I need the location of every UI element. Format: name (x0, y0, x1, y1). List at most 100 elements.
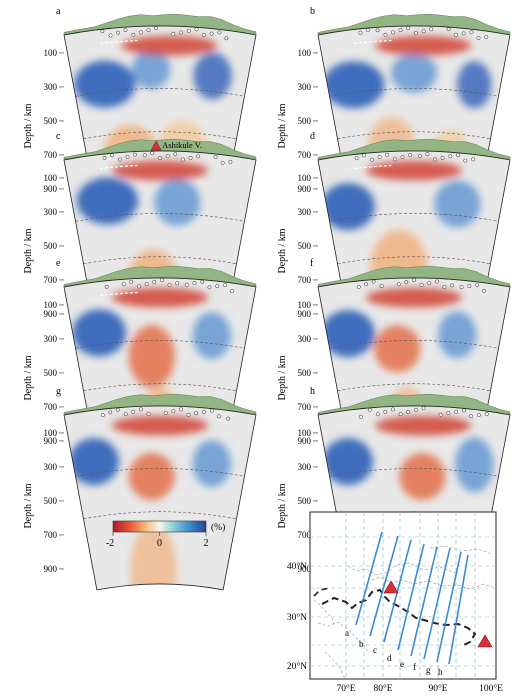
earthquake-dot (100, 413, 105, 418)
depth-axis-label: Depth / km (23, 228, 34, 273)
anomaly (374, 325, 421, 373)
anomaly (323, 438, 373, 486)
earthquake-dot (398, 28, 403, 33)
panel-letter: g (56, 386, 61, 397)
profile-label-h: h (438, 667, 443, 677)
earthquake-dot (215, 284, 220, 289)
earthquake-dot (194, 27, 199, 32)
panel-letter: f (310, 258, 314, 269)
depth-tick-label: 500 (298, 368, 312, 378)
earthquake-dot (116, 30, 120, 35)
earthquake-dot (429, 27, 434, 32)
earthquake-dot (202, 409, 206, 414)
earthquake-dot (371, 279, 376, 284)
earthquake-dot (171, 409, 176, 414)
depth-axis-label: Depth / km (23, 483, 34, 528)
anomaly (76, 177, 139, 225)
anomaly (192, 440, 231, 488)
discontinuity-410 (329, 88, 499, 97)
earthquake-dot (396, 282, 401, 287)
earthquake-dot (188, 155, 193, 160)
tomography-panels: 100 300 500 700 900 Depth / km a 100 300 500 700 90… (23, 6, 511, 674)
depth-tick-label: 300 (298, 462, 312, 472)
earthquake-dot (209, 408, 214, 413)
panel-letter: c (56, 131, 61, 142)
earthquake-dot (354, 156, 359, 161)
earthquake-dot (419, 283, 424, 288)
earthquake-dot (217, 30, 222, 35)
earthquake-dot (364, 282, 369, 287)
profile-line-c (383, 539, 412, 643)
discontinuity-660 (83, 383, 237, 392)
earthquakes (354, 152, 476, 163)
anomaly (366, 160, 462, 181)
discontinuity-410 (75, 468, 245, 477)
earthquake-dot (471, 157, 476, 162)
slab-trace (353, 39, 392, 45)
earthquake-dot (475, 282, 480, 287)
earthquake-dot (110, 153, 114, 158)
earthquake-dot (377, 155, 382, 160)
anomaly (322, 61, 385, 109)
earthquake-dot (171, 32, 176, 37)
earthquake-dot (131, 409, 136, 414)
anomaly (375, 35, 472, 56)
earthquake-dot (213, 155, 218, 159)
earthquake-dot (406, 410, 411, 414)
anomaly (109, 611, 147, 674)
earthquake-dot (100, 29, 105, 34)
earthquake-dot (385, 152, 390, 157)
earthquake-dot (440, 155, 445, 160)
depth-tick-label: 700 (44, 150, 58, 160)
discontinuity-410 (75, 88, 245, 97)
profile-line-f (423, 547, 451, 660)
profile-label-b: b (359, 639, 364, 649)
earthquake-dot (454, 409, 459, 414)
earthquake-dot (167, 283, 172, 288)
profile-line-d (397, 543, 425, 651)
earthquake-dot (104, 284, 109, 289)
profile-line-b (369, 535, 399, 637)
earthquakes (100, 26, 229, 41)
earthquake-dot (438, 412, 443, 417)
earthquake-dot (461, 408, 466, 413)
anomaly (193, 52, 232, 100)
panel-letter: a (56, 6, 61, 17)
earthquake-dot (228, 159, 233, 164)
earthquake-dot (393, 157, 397, 162)
earthquakes (100, 407, 231, 421)
earthquake-dot (461, 31, 466, 36)
profile-label-d: d (387, 653, 392, 663)
profile-label-c: c (373, 645, 377, 655)
earthquake-dot (163, 411, 168, 415)
earthquake-dot (230, 289, 234, 294)
earthquake-dot (404, 280, 409, 285)
depth-tick-label: 900 (44, 564, 58, 574)
lat-label-40: 40°N (287, 561, 307, 572)
discontinuity-660 (337, 256, 491, 265)
earthquake-dot (446, 27, 451, 32)
lat-label-20: 20°N (287, 661, 307, 672)
depth-tick-label: 500 (44, 496, 58, 506)
earthquake-dot (179, 407, 184, 412)
anomaly (390, 53, 438, 93)
depth-tick-label: 300 (298, 82, 312, 92)
earthquake-dot (356, 285, 361, 289)
anomaly (399, 453, 446, 501)
discontinuity-410 (75, 340, 245, 349)
depth-tick-label: 700 (298, 150, 312, 160)
earthquake-dot (121, 282, 126, 287)
profile-line-h (448, 554, 469, 665)
discontinuity-660 (337, 383, 491, 392)
slab-trace (99, 39, 138, 45)
slab-trace (99, 164, 138, 170)
profile-label-e: e (400, 659, 404, 669)
depth-axis-label: Depth / km (277, 228, 288, 273)
earthquake-dot (123, 412, 128, 417)
velocity-anomalies (69, 415, 231, 674)
depth-axis-label: Depth / km (23, 103, 34, 148)
colorbar-mid: 0 (157, 538, 162, 549)
earthquake-dot (484, 35, 489, 40)
depth-tick-label: 100 (44, 48, 58, 58)
colorbar-bar (112, 520, 207, 533)
